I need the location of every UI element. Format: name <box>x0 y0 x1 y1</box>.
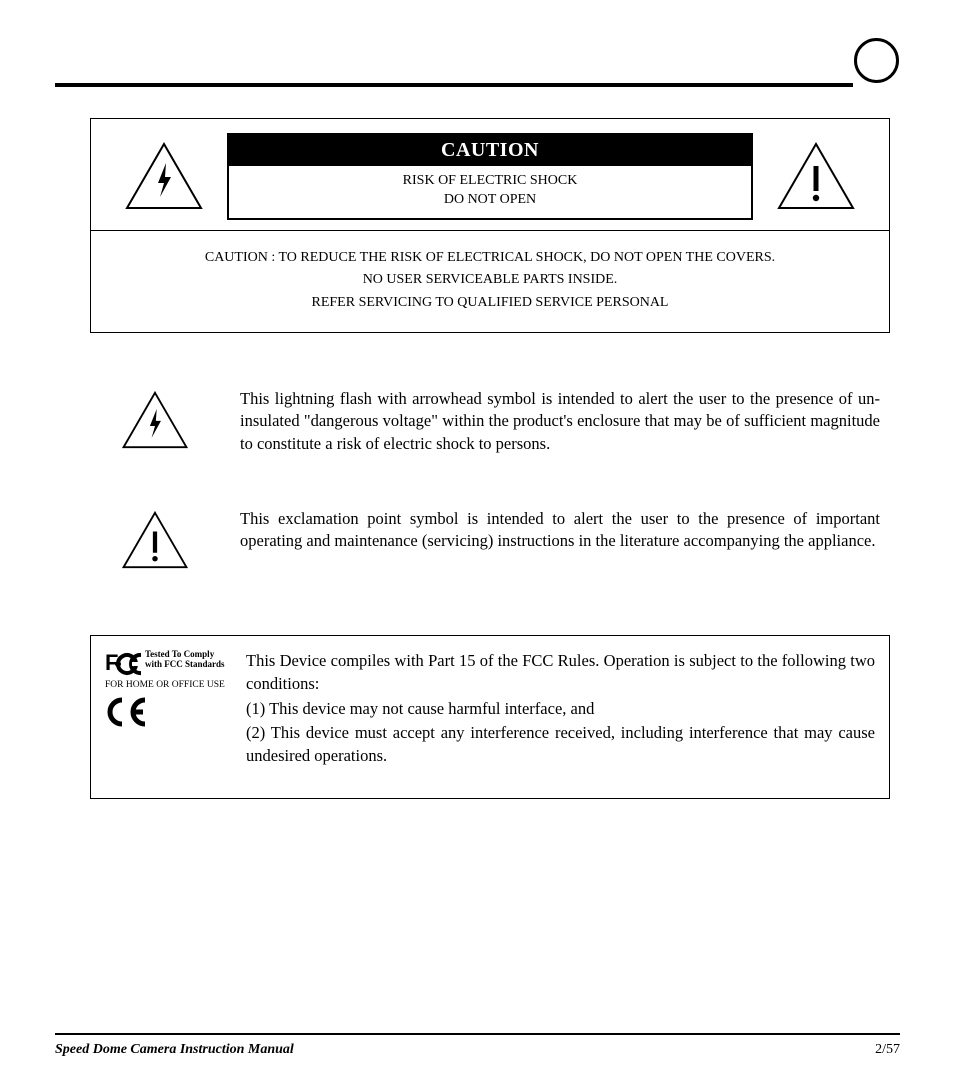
shock-hazard-icon <box>110 388 200 450</box>
symbol-warning-text: This exclamation point symbol is intende… <box>200 508 880 553</box>
warning-icon <box>110 508 200 570</box>
fcc-logo-icon: F <box>105 650 141 678</box>
caution-sub-line1: RISK OF ELECTRIC SHOCK <box>403 173 578 188</box>
fcc-logo-text2: with FCC Standards <box>145 660 225 670</box>
compliance-logos: F Tested To Comply with FCC Standards FO… <box>105 650 240 770</box>
fcc-logo-sub: FOR HOME OR OFFICE USE <box>105 680 240 690</box>
ce-mark-icon <box>105 696 240 735</box>
fcc-condition-1: (1) This device may not cause harmful in… <box>246 698 875 721</box>
fcc-intro: This Device compiles with Part 15 of the… <box>246 650 875 696</box>
fcc-condition-2: (2) This device must accept any interfer… <box>246 722 875 768</box>
caution-subtitle: RISK OF ELECTRIC SHOCK DO NOT OPEN <box>229 166 751 218</box>
shock-hazard-icon <box>109 141 219 211</box>
caution-panel: CAUTION RISK OF ELECTRIC SHOCK DO NOT OP… <box>90 118 890 333</box>
symbol-explain-shock: This lightning flash with arrowhead symb… <box>110 388 880 455</box>
caution-body-line3: REFER SERVICING TO QUALIFIED SERVICE PER… <box>312 295 669 310</box>
symbol-explain-warning: This exclamation point symbol is intende… <box>110 508 880 570</box>
caution-body-line1: CAUTION : TO REDUCE THE RISK OF ELECTRIC… <box>205 250 775 265</box>
caution-sub-line2: DO NOT OPEN <box>444 192 536 207</box>
symbol-shock-text: This lightning flash with arrowhead symb… <box>200 388 880 455</box>
footer-page-number: 2/57 <box>875 1042 900 1058</box>
fcc-text-block: This Device compiles with Part 15 of the… <box>240 650 875 770</box>
page-footer: Speed Dome Camera Instruction Manual 2/5… <box>55 1042 900 1058</box>
decorative-circle <box>854 38 899 83</box>
caution-top-row: CAUTION RISK OF ELECTRIC SHOCK DO NOT OP… <box>91 119 889 230</box>
warning-icon <box>761 141 871 211</box>
caution-body-line2: NO USER SERVICEABLE PARTS INSIDE. <box>363 272 618 287</box>
fcc-compliance-panel: F Tested To Comply with FCC Standards FO… <box>90 635 890 799</box>
top-horizontal-rule <box>55 83 853 87</box>
caution-header: CAUTION RISK OF ELECTRIC SHOCK DO NOT OP… <box>227 133 753 220</box>
caution-title: CAUTION <box>229 135 751 166</box>
footer-doc-title: Speed Dome Camera Instruction Manual <box>55 1042 294 1058</box>
caution-body: CAUTION : TO REDUCE THE RISK OF ELECTRIC… <box>91 231 889 332</box>
footer-rule <box>55 1033 900 1035</box>
